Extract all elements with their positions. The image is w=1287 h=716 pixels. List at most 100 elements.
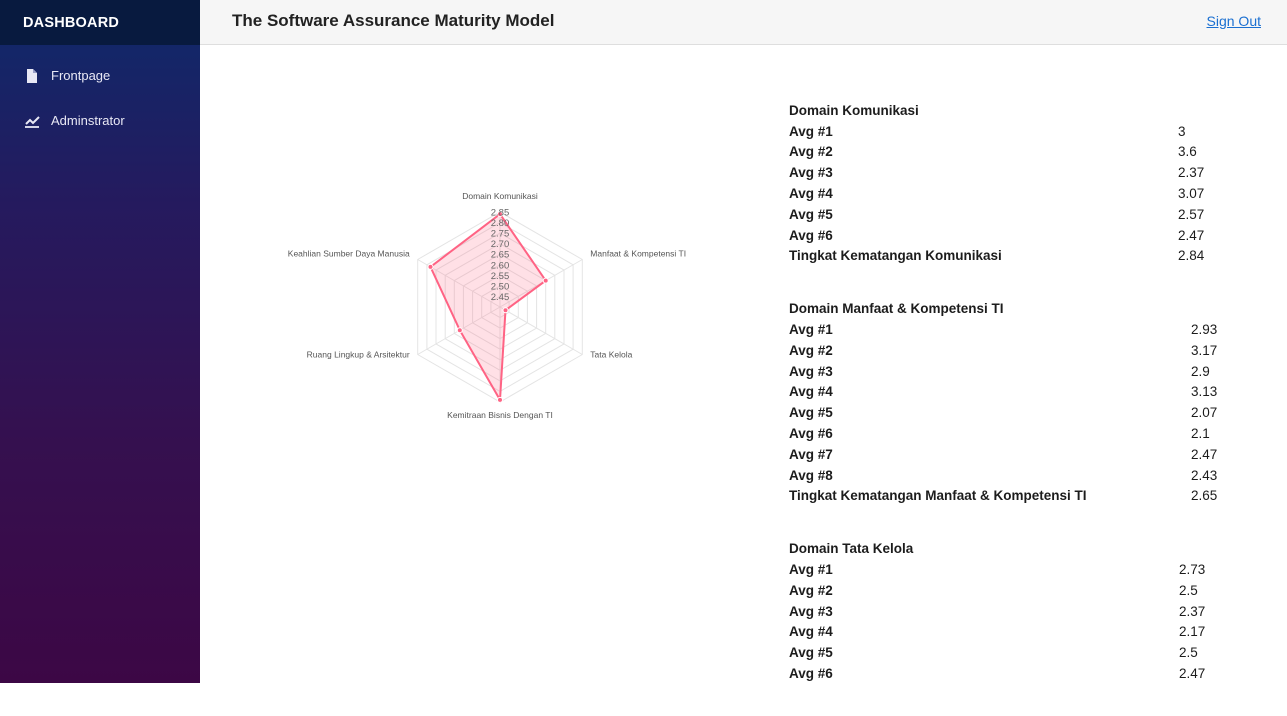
row-label: Avg #2 [789,342,833,358]
row-label: Avg #4 [789,384,833,400]
row-label: Avg #3 [789,603,833,619]
tick-label: 2.55 [491,271,510,282]
axis-label: Domain Komunikasi [462,191,538,201]
table-row: Avg #2 3.6 [789,142,1269,163]
grid-spoke [499,306,583,355]
table-row: Avg #5 2.57 [789,204,1269,225]
table-row: Tingkat Kematangan Manfaat & Kompetensi … [789,486,1269,507]
tick-label: 2.80 [491,218,510,229]
row-label: Avg #1 [789,322,833,338]
row-value: 2.57 [1178,206,1205,222]
row-label: Avg #1 [789,562,833,578]
tick-label: 2.85 [491,208,510,219]
domain-heading: Domain Tata Kelola [789,541,914,557]
data-point [497,211,503,218]
data-point [497,396,503,403]
top-bar: The Software Assurance Maturity Model Si… [200,0,1287,45]
row-value: 2.07 [1191,405,1218,421]
file-icon [24,68,40,84]
table-row: Avg #1 3 [789,121,1269,142]
axis-label: Ruang Lingkup & Arsitektur [307,350,410,360]
row-label: Avg #6 [789,666,833,682]
domain-block: Domain Tata Kelola Avg #1 2.73 Avg #2 2.5 Avg… [789,538,1269,684]
radar-chart-svg: 2.452.502.552.602.652.702.752.802.85 Doma… [288,191,686,420]
tick-label: 2.75 [491,229,510,240]
row-value: 3.17 [1191,342,1218,358]
row-value: 2.37 [1179,603,1206,619]
table-row: Tingkat Kematangan Komunikasi 2.84 [789,246,1269,267]
table-row: Avg #6 2.1 [789,423,1269,444]
row-label: Avg #5 [789,405,833,421]
table-row: Avg #4 3.07 [789,183,1269,204]
domain-heading: Domain Komunikasi [789,102,919,118]
table-row: Avg #3 2.37 [789,162,1269,183]
row-label: Tingkat Kematangan Manfaat & Kompetensi … [789,488,1087,504]
table-row: Avg #8 2.43 [789,465,1269,486]
data-point [502,307,509,314]
row-label: Avg #5 [789,206,833,222]
row-value: 2.5 [1179,645,1198,661]
table-row: Avg #4 3.13 [789,382,1269,403]
row-value: 2.5 [1179,582,1198,598]
axis-label: Keahlian Sumber Daya Manusia [288,249,410,259]
row-value: 3 [1178,123,1186,139]
tick-label: 2.70 [491,239,510,250]
row-value: 2.73 [1179,562,1206,578]
row-value: 2.47 [1179,666,1206,682]
row-value: 2.65 [1191,488,1218,504]
row-value: 3.13 [1191,384,1218,400]
row-label: Avg #3 [789,363,833,379]
line-chart-icon [24,113,40,129]
domain-block: Domain Komunikasi Avg #1 3 Avg #2 3.6 Avg #3 2… [789,100,1269,266]
data-point [456,327,463,334]
table-row: Avg #1 2.93 [789,319,1269,340]
tick-label: 2.45 [491,292,510,303]
row-label: Tingkat Kematangan Komunikasi [789,248,1002,264]
axis-label: Kemitraan Bisnis Dengan TI [447,410,553,420]
row-value: 3.07 [1178,186,1205,202]
sign-out-link[interactable]: Sign Out [1206,13,1261,29]
sidebar-item-adminstrator[interactable]: Adminstrator [0,98,200,143]
brand-title[interactable]: DASHBOARD [0,0,200,45]
data-point [542,277,549,284]
axis-label: Manfaat & Kompetensi TI [590,249,686,259]
radar-chart: 2.45 2.50 2.55 2.60 2.65 2.70 2.75 2.80 2.85 Doma… [260,180,720,460]
row-label: Avg #4 [789,624,833,640]
table-row: Avg #5 2.07 [789,402,1269,423]
row-value: 3.6 [1178,144,1197,160]
domain-heading: Domain Manfaat & Kompetensi TI [789,301,1004,317]
table-row: Avg #4 2.17 [789,622,1269,643]
axis-label: Tata Kelola [590,350,632,360]
row-value: 2.1 [1191,426,1210,442]
row-value: 2.17 [1179,624,1206,640]
row-value: 2.47 [1191,446,1218,462]
row-label: Avg #5 [789,645,833,661]
row-value: 2.37 [1178,165,1205,181]
page-title: The Software Assurance Maturity Model [232,11,555,30]
row-label: Avg #1 [789,123,833,139]
tick-label: 2.60 [491,260,510,271]
row-label: Avg #6 [789,227,833,243]
table-row: Avg #6 2.47 [789,225,1269,246]
maturity-tables: Domain Komunikasi Avg #1 3 Avg #2 3.6 Avg #3 2… [789,100,1269,716]
table-row: Avg #3 2.37 [789,601,1269,622]
tick-label: 2.65 [491,250,510,261]
sidebar-item-frontpage[interactable]: Frontpage [0,53,200,98]
table-row: Avg #6 2.47 [789,663,1269,684]
row-label: Avg #6 [789,426,833,442]
row-label: Avg #2 [789,144,833,160]
table-row: Avg #7 2.47 [789,444,1269,465]
sidebar-item-label: Frontpage [51,68,111,83]
row-label: Avg #7 [789,446,833,462]
row-value: 2.84 [1178,248,1205,264]
row-label: Avg #3 [789,165,833,181]
sidebar-item-label: Adminstrator [51,113,125,128]
row-value: 2.9 [1191,363,1210,379]
domain-block: Domain Manfaat & Kompetensi TI Avg #1 2.93… [789,298,1269,506]
table-row: Avg #5 2.5 [789,642,1269,663]
tick-label: 2.50 [491,281,510,292]
table-row: Avg #2 3.17 [789,340,1269,361]
row-label: Avg #2 [789,582,833,598]
table-row: Avg #3 2.9 [789,361,1269,382]
table-row: Avg #2 2.5 [789,580,1269,601]
